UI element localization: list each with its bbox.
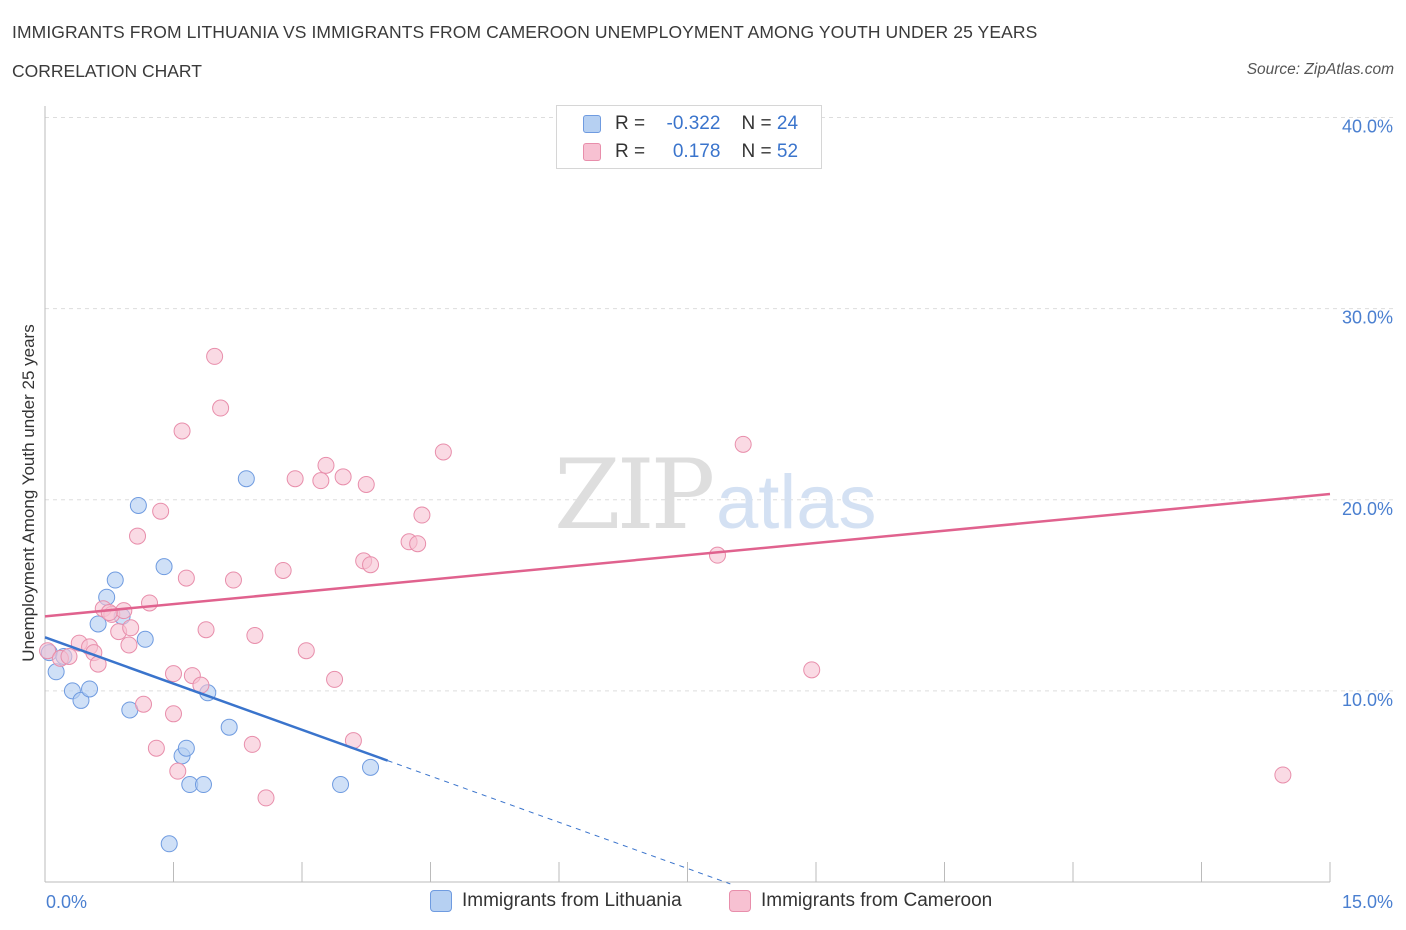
cameroon-point [165,665,182,683]
correlation-legend: R = -0.322 N = 24 R = 0.178 N = 52 [556,105,822,169]
cameroon-point [1274,766,1292,784]
legend-r-label: R = [615,113,646,134]
cameroon-point [141,594,159,612]
cameroon-point [274,561,292,579]
cameroon-point [246,626,264,644]
lithuania-point [237,470,255,488]
legend-n-value: 52 [776,141,799,162]
lithuania-trend-line [44,636,389,762]
x-tick-label: 0.0% [46,892,87,912]
lithuania-point [177,739,195,757]
bottom-legend-label-lithuania: Immigrants from Lithuania [462,890,682,911]
cameroon-point [129,527,147,545]
lithuania-point [362,758,380,776]
cameroon-trend-line [44,492,1331,618]
legend-n-label: N = [741,141,772,162]
cameroon-point [257,789,275,807]
cameroon-point [165,705,182,723]
cameroon-point [734,435,752,453]
legend-swatch-cameroon [583,143,601,161]
lithuania-trend-extension [387,760,731,885]
legend-r-value: -0.322 [666,113,721,134]
bottom-legend-swatch-cameroon [729,890,751,912]
y-tick-label: 20.0% [1342,499,1393,519]
cameroon-point [173,422,191,440]
cameroon-point [803,661,821,679]
lithuania-point [81,680,99,698]
lithuania-point [194,776,212,794]
cameroon-point [122,619,140,637]
cameroon-point [120,636,138,654]
chart-subtitle: CORRELATION CHART [12,61,202,81]
x-tick-label: 15.0% [1342,892,1393,912]
grid [45,117,1396,692]
cameroon-point [317,456,335,474]
cameroon-point [297,642,315,660]
legend-r-value: 0.178 [672,141,721,162]
lithuania-point [89,615,107,633]
legend-row-cameroon: R = 0.178 N = 52 [583,140,798,164]
lithuania-point [106,571,124,589]
legend-n-label: N = [741,113,772,134]
cameroon-point [212,399,230,417]
cameroon-point [413,506,431,524]
cameroon-point [197,621,215,639]
cameroon-point [326,670,344,688]
cameroon-point [312,472,330,490]
tick-labels: 10.0% 20.0% 30.0% 40.0% 0.0% 15.0% [46,117,1393,913]
cameroon-point [708,546,726,564]
chart-title: IMMIGRANTS FROM LITHUANIA VS IMMIGRANTS … [12,22,1038,42]
cameroon-point [39,642,57,660]
axes [44,106,1331,883]
legend-n-value: 24 [776,113,799,134]
y-tick-label: 30.0% [1342,308,1393,328]
lithuania-point [220,718,238,736]
lithuania-point [160,835,178,853]
cameroon-point [334,468,352,486]
cameroon-point [357,475,375,493]
bottom-legend-swatch-lithuania [430,890,452,912]
cameroon-point [206,347,224,365]
cameroon-point [135,695,153,713]
legend-swatch-lithuania [583,115,601,133]
watermark-zip: ZIP [554,439,713,551]
cameroon-point [434,443,452,461]
lithuania-point [72,691,90,709]
cameroon-point [409,535,427,553]
cameroon-point [169,762,187,780]
cameroon-point [362,556,380,574]
lithuania-point [332,776,350,794]
cameroon-point [60,647,78,665]
trend-lines [44,492,1331,885]
lithuania-point [155,558,173,576]
source-note: Source: ZipAtlas.com [1246,61,1394,78]
bottom-legend-cameroon: Immigrants from Cameroon [729,890,992,912]
cameroon-point [224,571,242,589]
watermark-atlas: atlas [716,460,877,545]
cameroon-point [286,470,304,488]
cameroon-point [100,604,118,622]
cameroon-point [177,569,195,587]
y-tick-label: 10.0% [1342,690,1393,710]
bottom-legend-lithuania: Immigrants from Lithuania [430,890,682,912]
legend-row-lithuania: R = -0.322 N = 24 [583,112,798,136]
watermark: ZIP atlas [554,439,877,551]
lithuania-point [129,496,147,514]
cameroon-point [147,739,165,757]
y-tick-label: 40.0% [1342,117,1393,137]
lithuania-point [136,630,154,648]
bottom-legend-label-cameroon: Immigrants from Cameroon [761,890,993,911]
series-cameroon [39,347,1292,807]
legend-r-label: R = [615,141,646,162]
cameroon-point [243,735,261,753]
y-axis-label: Unemployment Among Youth under 25 years [19,324,38,661]
cameroon-point [152,502,170,520]
